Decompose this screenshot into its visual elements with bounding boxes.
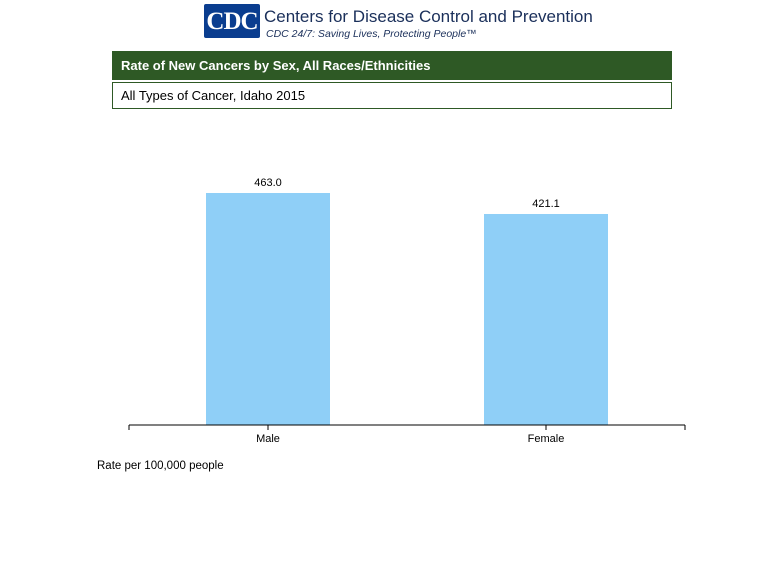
- bar-female: [484, 213, 608, 425]
- data-label-male: 463.0: [254, 177, 282, 189]
- chart-footnote: Rate per 100,000 people: [97, 460, 224, 472]
- cdc-logo: CDC: [204, 4, 260, 38]
- org-name: Centers for Disease Control and Preventi…: [264, 7, 593, 26]
- data-label-female: 421.1: [532, 198, 560, 210]
- x-tick-label-female: Female: [528, 433, 565, 445]
- cdc-logo-text: CDC: [206, 7, 258, 35]
- org-tagline: CDC 24/7: Saving Lives, Protecting Peopl…: [266, 28, 477, 40]
- chart-subtitle: All Types of Cancer, Idaho 2015: [112, 82, 672, 109]
- chart-title: Rate of New Cancers by Sex, All Races/Et…: [112, 51, 672, 80]
- x-tick-label-male: Male: [256, 433, 280, 445]
- bar-male: [206, 193, 330, 425]
